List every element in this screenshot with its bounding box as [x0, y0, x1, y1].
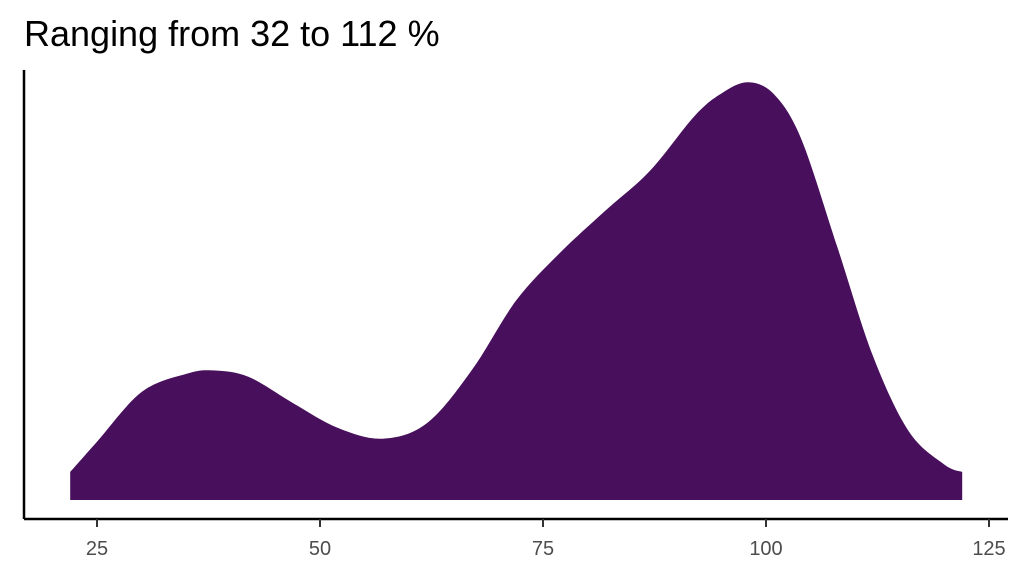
x-tick-label: 25 [86, 538, 108, 560]
x-axis-ticks: 25 50 75 100 125 [86, 519, 1006, 560]
x-tick-label: 50 [309, 538, 331, 560]
plot-area [70, 82, 963, 500]
chart-title: Ranging from 32 to 112 % [24, 13, 440, 54]
density-area [70, 82, 963, 500]
x-tick-label: 100 [749, 538, 782, 560]
x-tick-label: 75 [532, 538, 554, 560]
x-tick-label: 125 [972, 538, 1005, 560]
